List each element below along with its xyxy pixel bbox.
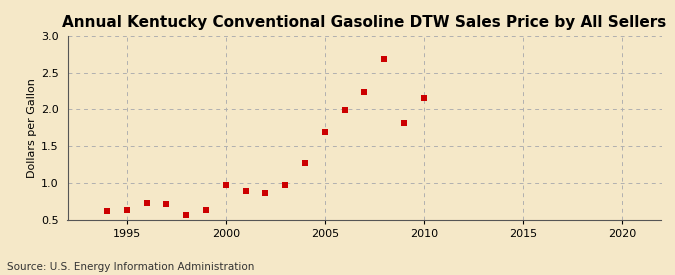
Point: [379, 57, 389, 62]
Point: [260, 191, 271, 196]
Text: Source: U.S. Energy Information Administration: Source: U.S. Energy Information Administ…: [7, 262, 254, 272]
Point: [122, 208, 132, 213]
Point: [102, 209, 113, 213]
Point: [319, 129, 330, 134]
Point: [280, 183, 291, 188]
Point: [418, 95, 429, 100]
Point: [161, 202, 172, 206]
Point: [340, 108, 350, 112]
Point: [141, 201, 152, 205]
Point: [240, 188, 251, 193]
Point: [181, 213, 192, 217]
Point: [221, 182, 232, 187]
Point: [399, 120, 410, 125]
Title: Annual Kentucky Conventional Gasoline DTW Sales Price by All Sellers: Annual Kentucky Conventional Gasoline DT…: [62, 15, 667, 31]
Point: [300, 160, 310, 165]
Y-axis label: Dollars per Gallon: Dollars per Gallon: [26, 78, 36, 178]
Point: [200, 208, 211, 213]
Point: [359, 90, 370, 95]
